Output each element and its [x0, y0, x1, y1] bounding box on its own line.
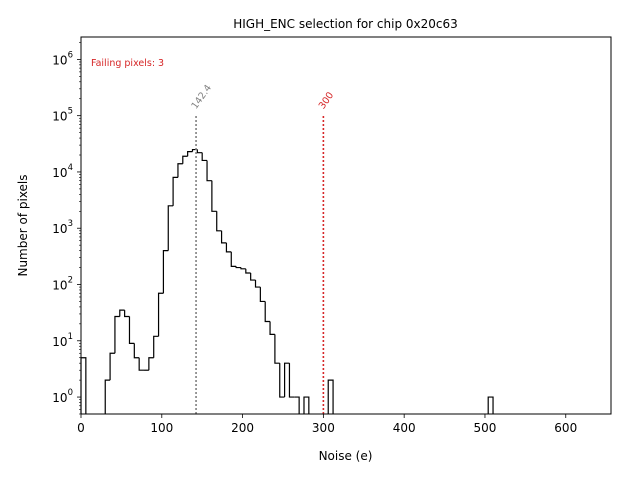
x-tick-label: 300 — [312, 421, 335, 435]
histogram-bin — [279, 363, 285, 398]
histogram-bin — [196, 149, 203, 154]
histogram-bin — [182, 155, 188, 164]
histogram-bin — [109, 352, 115, 381]
histogram-bin — [187, 150, 193, 157]
histogram-bin — [104, 379, 111, 414]
x-axis-label: Noise (e) — [319, 449, 373, 463]
histogram-bin — [294, 396, 300, 414]
x-axis: 0 100 200 300 400 500 600 — [77, 414, 577, 435]
histogram-bin — [172, 176, 178, 206]
histogram-bin — [264, 301, 271, 323]
y-tick-label: 103 — [52, 219, 73, 236]
histogram-bin — [250, 273, 256, 281]
histogram-bin — [133, 343, 140, 359]
x-tick-label: 500 — [474, 421, 497, 435]
histogram-bin — [216, 211, 222, 232]
histogram-bin — [119, 309, 125, 317]
histogram-bin — [162, 250, 169, 294]
histogram-bin — [235, 266, 241, 269]
y-tick-label: 100 — [52, 388, 73, 405]
x-tick-label: 200 — [231, 421, 254, 435]
histogram-bin — [274, 334, 280, 364]
histogram-bin — [259, 287, 266, 303]
x-tick-label: 400 — [393, 421, 416, 435]
histogram-bin — [487, 396, 494, 414]
y-axis-label: Number of pixels — [16, 174, 30, 276]
histogram-bin — [303, 396, 310, 414]
histogram-bin — [157, 292, 164, 337]
histogram-bin — [114, 315, 120, 354]
histogram-bin — [254, 280, 261, 288]
histogram-bin — [327, 379, 334, 414]
histogram-bin — [206, 160, 212, 182]
y-axis: 100 101 102 103 104 105 106 — [52, 42, 81, 415]
y-tick-label: 102 — [52, 276, 73, 293]
histogram-bin — [240, 267, 246, 270]
histogram-bin — [230, 251, 237, 267]
histogram-bin — [201, 152, 208, 162]
plot-frame — [80, 36, 612, 415]
histogram-bin — [128, 316, 135, 344]
histogram-bin — [138, 357, 145, 371]
y-tick-label: 104 — [52, 163, 73, 180]
histogram-bin — [269, 321, 275, 335]
histogram-bin — [288, 363, 295, 398]
histogram-bin — [284, 362, 290, 398]
x-tick-label: 0 — [77, 421, 85, 435]
y-tick-label: 106 — [52, 50, 73, 67]
histogram-bin — [153, 335, 159, 358]
histogram-bin — [220, 230, 227, 244]
y-tick-label: 101 — [52, 332, 73, 349]
histogram-bin — [211, 180, 217, 212]
failing-pixels-annotation: Failing pixels: 3 — [91, 58, 164, 69]
histogram-bin — [148, 357, 154, 371]
y-tick-label: 105 — [52, 107, 73, 124]
histogram-bin — [167, 205, 174, 251]
chart-title: HIGH_ENC selection for chip 0x20c63 — [233, 17, 458, 31]
histogram-bin — [225, 242, 232, 253]
x-tick-label: 600 — [554, 421, 577, 435]
x-tick-label: 100 — [150, 421, 173, 435]
histogram-bin — [124, 310, 130, 318]
histogram-bin — [177, 163, 183, 178]
histogram-bin — [245, 268, 251, 274]
